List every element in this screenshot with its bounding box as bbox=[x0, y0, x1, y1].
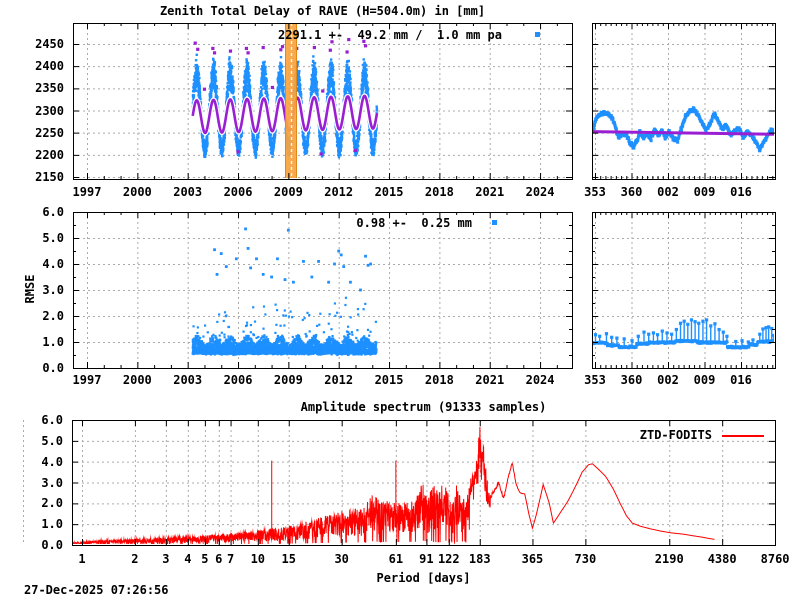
x-tick-label: 2021 bbox=[475, 185, 505, 199]
rmse-legend-point-marker bbox=[492, 220, 497, 225]
x-tick-label: 2003 bbox=[173, 373, 203, 387]
x-tick-label: 2018 bbox=[424, 185, 454, 199]
y-tick-label: 5.0 bbox=[42, 231, 64, 245]
y-tick-label: 3.0 bbox=[42, 283, 64, 297]
spectrum-chart-title: Amplitude spectrum (91333 samples) bbox=[300, 400, 547, 414]
x-tick-label: 6 bbox=[215, 552, 223, 566]
ztd-chart-title: Zenith Total Delay of RAVE (H=504.0m) in… bbox=[159, 4, 486, 18]
y-tick-label: 0.0 bbox=[41, 538, 63, 552]
y-tick-label: 2.0 bbox=[42, 309, 64, 323]
x-tick-label: 2190 bbox=[654, 552, 684, 566]
x-tick-label: 10 bbox=[250, 552, 266, 566]
x-tick-label: 2006 bbox=[223, 373, 253, 387]
x-tick-label: 353 bbox=[584, 373, 606, 387]
x-tick-label: 2006 bbox=[223, 185, 253, 199]
x-tick-label: 30 bbox=[334, 552, 349, 566]
x-tick-label: 122 bbox=[437, 552, 460, 566]
x-tick-label: 61 bbox=[388, 552, 404, 566]
x-tick-label: 016 bbox=[730, 373, 752, 387]
x-tick-label: 2024 bbox=[525, 185, 555, 199]
x-tick-label: 15 bbox=[281, 552, 296, 566]
x-tick-label: 2012 bbox=[324, 373, 354, 387]
x-tick-label: 2009 bbox=[273, 373, 303, 387]
x-tick-label: 7 bbox=[226, 552, 235, 566]
y-tick-label: 2450 bbox=[35, 37, 64, 51]
ztd-fit-annotation: 2291.1 +- 49.2 mm / 1.0 mm pa bbox=[278, 28, 502, 42]
x-tick-label: 1997 bbox=[72, 185, 102, 199]
x-tick-label: 2 bbox=[131, 552, 139, 566]
y-tick-label: 2350 bbox=[35, 81, 64, 96]
spectrum-legend-line-sample bbox=[722, 435, 764, 437]
x-tick-label: 2003 bbox=[173, 185, 203, 199]
x-tick-label: 4380 bbox=[707, 552, 737, 566]
y-tick-label: 6.0 bbox=[42, 205, 64, 219]
y-tick-label: 4.0 bbox=[42, 257, 64, 271]
x-tick-label: 002 bbox=[657, 373, 679, 387]
rmse-fit-annotation: 0.98 +- 0.25 mm bbox=[356, 216, 472, 230]
x-tick-label: 2015 bbox=[374, 185, 404, 199]
y-tick-label: 4.0 bbox=[41, 454, 63, 469]
x-tick-label: 3 bbox=[162, 552, 170, 566]
x-tick-label: 360 bbox=[620, 185, 643, 199]
x-tick-label: 4 bbox=[184, 552, 192, 566]
x-tick-label: 002 bbox=[657, 185, 679, 199]
x-tick-label: 353 bbox=[584, 185, 606, 199]
x-tick-label: 2021 bbox=[475, 373, 505, 387]
x-tick-label: 1 bbox=[78, 552, 86, 566]
x-tick-label: 5 bbox=[201, 552, 209, 566]
x-tick-label: 2009 bbox=[273, 185, 303, 199]
x-tick-label: 1997 bbox=[72, 373, 102, 387]
x-tick-label: 2024 bbox=[525, 373, 555, 387]
x-tick-label: 016 bbox=[730, 185, 752, 199]
y-tick-label: 2250 bbox=[35, 125, 64, 140]
y-tick-label: 2400 bbox=[35, 59, 64, 74]
x-tick-label: 360 bbox=[620, 373, 643, 387]
x-tick-label: 009 bbox=[693, 185, 716, 199]
x-tick-label: 2012 bbox=[324, 185, 354, 199]
y-tick-label: 6.0 bbox=[41, 413, 63, 427]
y-tick-label: 3.0 bbox=[41, 475, 63, 490]
y-tick-label: 1.0 bbox=[42, 335, 64, 349]
y-tick-label: 2200 bbox=[35, 147, 64, 162]
y-tick-label: 5.0 bbox=[41, 433, 63, 448]
ztd-legend-point-marker bbox=[535, 32, 540, 37]
x-tick-label: 8760 bbox=[760, 552, 790, 566]
y-tick-label: 2150 bbox=[35, 170, 64, 184]
y-tick-label: 2.0 bbox=[41, 496, 63, 511]
x-tick-label: 730 bbox=[574, 552, 597, 566]
x-tick-label: 365 bbox=[521, 552, 544, 566]
y-tick-label: 1.0 bbox=[41, 517, 63, 532]
x-tick-label: 009 bbox=[693, 373, 716, 387]
x-tick-label: 2018 bbox=[424, 373, 454, 387]
x-tick-label: 2000 bbox=[122, 373, 152, 387]
x-tick-label: 2000 bbox=[122, 185, 152, 199]
y-tick-label: 2300 bbox=[35, 103, 64, 118]
plot-timestamp: 27-Dec-2025 07:26:56 bbox=[24, 583, 169, 597]
x-tick-label: 183 bbox=[468, 552, 491, 566]
spectrum-legend-label: ZTD-FODITS bbox=[639, 428, 712, 442]
y-tick-label: 0.0 bbox=[42, 361, 64, 375]
x-tick-label: 2015 bbox=[374, 373, 404, 387]
x-tick-label: 91 bbox=[419, 552, 434, 566]
spectrum-x-axis-label: Period [days] bbox=[376, 571, 471, 585]
